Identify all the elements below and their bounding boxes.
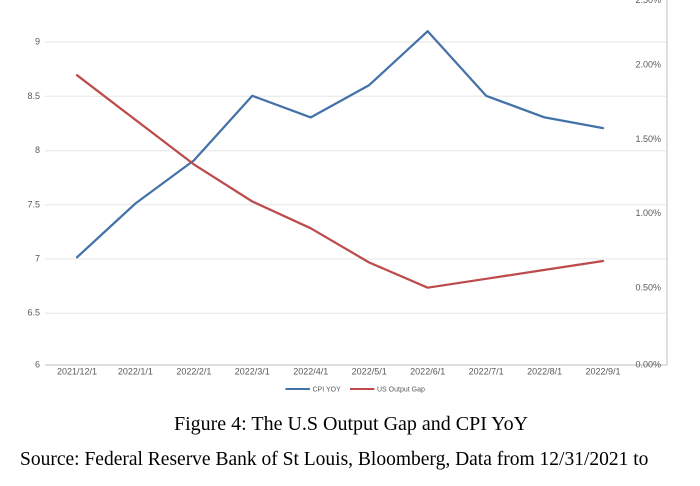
svg-text:2021/12/1: 2021/12/1 [57, 367, 97, 377]
svg-text:8: 8 [35, 145, 40, 155]
svg-text:2.00%: 2.00% [635, 60, 661, 70]
svg-text:2022/1/1: 2022/1/1 [118, 367, 153, 377]
svg-text:2.50%: 2.50% [635, 0, 661, 5]
svg-text:2022/7/1: 2022/7/1 [469, 367, 504, 377]
svg-text:0.50%: 0.50% [635, 283, 661, 293]
svg-text:7: 7 [35, 254, 40, 264]
svg-text:2022/4/1: 2022/4/1 [293, 367, 328, 377]
svg-text:7.5: 7.5 [27, 199, 40, 209]
svg-text:1.00%: 1.00% [635, 208, 661, 218]
svg-text:6.5: 6.5 [27, 308, 40, 318]
svg-text:Source: Federal Reserve Bank o: Source: Federal Reserve Bank of St Louis… [20, 449, 648, 470]
svg-text:8.5: 8.5 [27, 91, 40, 101]
svg-text:1.50%: 1.50% [635, 134, 661, 144]
svg-text:2022/5/1: 2022/5/1 [352, 367, 387, 377]
svg-text:2022/6/1: 2022/6/1 [410, 367, 445, 377]
svg-text:2022/8/1: 2022/8/1 [527, 367, 562, 377]
svg-text:9: 9 [35, 37, 40, 47]
svg-text:US Output Gap: US Output Gap [377, 386, 425, 393]
svg-text:6: 6 [35, 360, 40, 370]
svg-text:2022/9/1: 2022/9/1 [585, 367, 620, 377]
svg-text:Figure 4: The U.S Output Gap: Figure 4: The U.S Output Gap and CPI YoY [174, 413, 528, 435]
svg-text:CPI YOY: CPI YOY [313, 386, 342, 393]
svg-text:2022/3/1: 2022/3/1 [235, 367, 270, 377]
svg-text:2022/2/1: 2022/2/1 [176, 367, 211, 377]
svg-text:0.00%: 0.00% [635, 360, 661, 370]
